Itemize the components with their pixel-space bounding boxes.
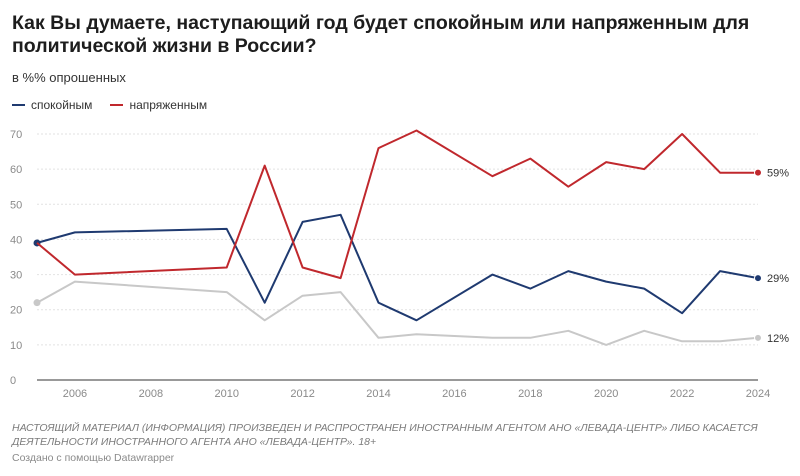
y-tick-label: 60: [10, 164, 22, 176]
y-tick-label: 50: [10, 199, 22, 211]
x-tick-label: 2016: [442, 388, 466, 400]
y-tick-label: 30: [10, 270, 22, 282]
foreign-agent-notice: НАСТОЯЩИЙ МАТЕРИАЛ (ИНФОРМАЦИЯ) ПРОИЗВЕД…: [12, 422, 758, 448]
y-tick-label: 20: [10, 305, 22, 317]
series-line-1: [36, 129, 758, 280]
chart-subtitle: в %% опрошенных: [12, 70, 126, 85]
series-end-label-2: 12%: [767, 333, 789, 345]
legend-swatch-tense: [110, 104, 124, 106]
series-marker-last-2: [754, 333, 762, 342]
series-marker-first-2: [33, 299, 41, 307]
y-tick-label: 0: [10, 375, 16, 387]
x-tick-label: 2012: [290, 388, 314, 400]
x-tick-label: 2018: [518, 388, 542, 400]
line-chart: 0 10 20 30 40 50 60 70 2006 2008 2010 2012 2014 2016 2…: [10, 129, 789, 400]
x-tick-label: 2006: [63, 388, 87, 400]
series-line-2: [36, 280, 759, 346]
x-tick-label: 2024: [746, 388, 770, 400]
series-end-label-0: 29%: [767, 273, 789, 285]
chart-title: Как Вы думаете, наступающий год будет сп…: [12, 12, 750, 57]
legend-label-tense: напряженным: [129, 98, 208, 112]
y-tick-label: 70: [10, 129, 22, 141]
x-tick-label: 2010: [214, 388, 238, 400]
y-tick-label: 10: [10, 340, 22, 352]
legend-item-calm: спокойным: [12, 98, 92, 112]
series-end-label-1: 59%: [767, 168, 789, 180]
x-tick-label: 2020: [594, 388, 618, 400]
series-marker-last-1: [754, 168, 762, 177]
legend-label-calm: спокойным: [31, 98, 93, 112]
datawrapper-credit: Создано с помощью Datawrapper: [12, 452, 175, 464]
x-tick-label: 2008: [139, 388, 163, 400]
x-tick-label: 2014: [366, 388, 390, 400]
series-marker-last-0: [754, 274, 762, 283]
legend: спокойным напряженным: [12, 98, 207, 112]
x-tick-label: 2022: [670, 388, 694, 400]
legend-item-tense: напряженным: [110, 98, 207, 112]
legend-swatch-calm: [12, 104, 25, 106]
y-tick-label: 40: [10, 234, 22, 246]
series-line-0: [36, 213, 759, 322]
